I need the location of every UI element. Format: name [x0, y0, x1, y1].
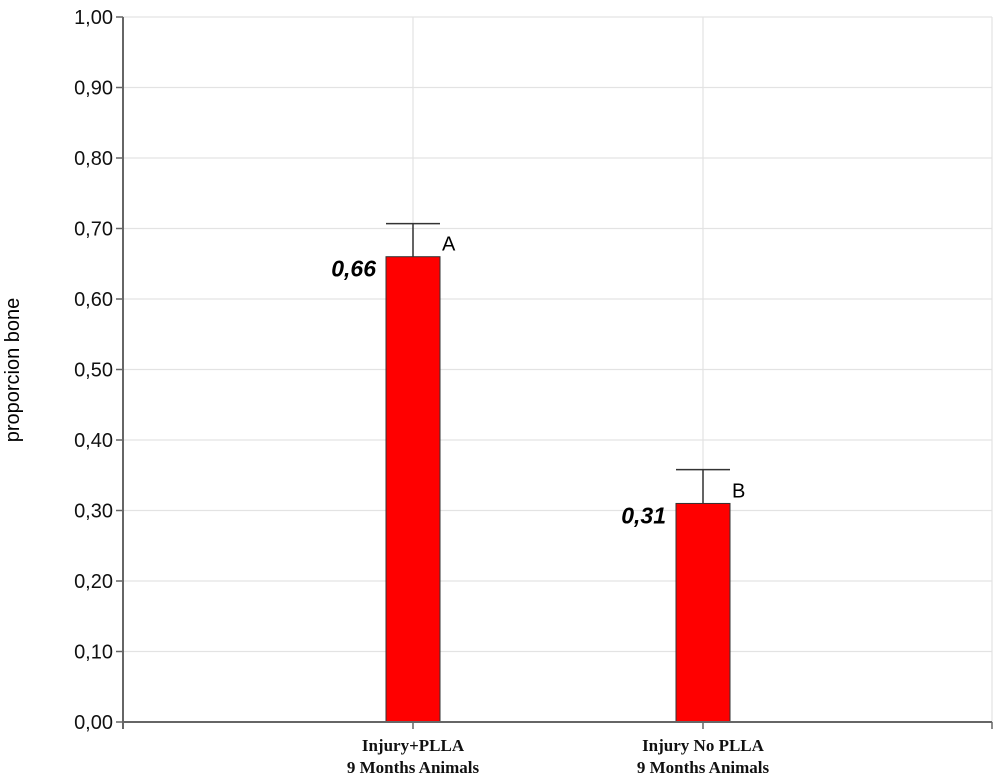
y-tick-label: 0,70 — [74, 219, 113, 241]
value-label: 0,31 — [621, 502, 666, 528]
y-tick-label: 0,90 — [74, 78, 113, 100]
y-tick-label: 0,20 — [74, 571, 113, 593]
bar — [675, 502, 731, 723]
y-tick-label: 1,00 — [74, 7, 113, 29]
y-tick-label: 0,00 — [74, 712, 113, 734]
group-letter: B — [732, 480, 745, 502]
y-tick-label: 0,40 — [74, 430, 113, 452]
x-axis-ticks: Injury+PLLA 9 Months Animals Injury No PLL… — [347, 722, 770, 775]
y-tick-label: 0,30 — [74, 501, 113, 523]
group-letter: A — [442, 234, 456, 256]
y-tick-label: 0,10 — [74, 642, 113, 664]
value-label: 0,66 — [331, 256, 376, 282]
axes — [122, 17, 993, 729]
y-tick-label: 0,80 — [74, 148, 113, 170]
x-category-label: Injury+PLLA — [362, 736, 465, 755]
bars: 0,66 A 0,31 B — [331, 222, 745, 723]
y-axis-ticks: 0,00 0,10 0,20 0,30 0,40 0,50 0,60 0,70 0,80 0,90… — [74, 7, 123, 734]
y-tick-label: 0,50 — [74, 360, 113, 382]
x-category-label: 9 Months Animals — [637, 758, 770, 775]
x-category-label: Injury No PLLA — [642, 736, 765, 755]
x-category-label: 9 Months Animals — [347, 758, 480, 775]
y-tick-label: 0,60 — [74, 289, 113, 311]
gridlines — [123, 16, 993, 722]
y-axis-label: proporcion bone — [2, 297, 24, 443]
bar — [385, 256, 441, 723]
